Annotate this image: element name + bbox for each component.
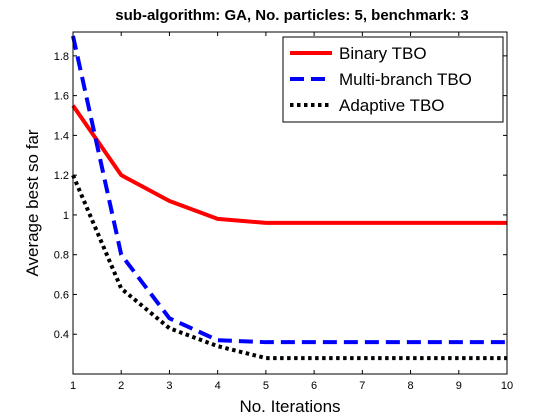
- series-layer: [71, 35, 507, 361]
- chart-title: sub-algorithm: GA, No. particles: 5, ben…: [115, 7, 468, 24]
- x-tick-label: 2: [118, 380, 124, 392]
- legend-label-multi-branch-tbo: Multi-branch TBO: [339, 70, 472, 89]
- legend: Binary TBO Multi-branch TBO Adaptive TBO: [282, 36, 504, 123]
- y-tick-label: 0.4: [54, 329, 69, 341]
- series-line-binary-tbo: [71, 104, 507, 225]
- axes-box: [72, 31, 508, 375]
- legend-label-adaptive-tbo: Adaptive TBO: [339, 96, 445, 115]
- y-tick-label: 1.4: [54, 130, 69, 142]
- x-tick-label: 7: [359, 380, 365, 392]
- legend-label-binary-tbo: Binary TBO: [339, 44, 427, 63]
- x-tick-label: 4: [215, 380, 221, 392]
- x-tick-label: 3: [166, 380, 172, 392]
- ticks-layer: 1 2 3 4 5 6 7 8 9 10 0.4 0.6 0.8 1 1.2 1.4 1.6 1.8: [54, 32, 513, 392]
- y-tick-label: 0.8: [54, 250, 69, 262]
- x-tick-label: 9: [456, 380, 462, 392]
- y-tick-label: 1.6: [54, 91, 69, 103]
- series-line-adaptive-tbo: [71, 174, 507, 361]
- x-tick-label: 6: [311, 380, 317, 392]
- x-tick-label: 10: [501, 380, 513, 392]
- x-axis-label: No. Iterations: [239, 397, 340, 416]
- y-tick-label: 1.8: [54, 51, 69, 63]
- x-tick-label: 8: [407, 380, 413, 392]
- y-tick-label: 1: [63, 210, 69, 222]
- y-axis-label: Average best so far: [23, 129, 42, 276]
- x-tick-label: 5: [263, 380, 269, 392]
- series-line-multi-branch-tbo: [71, 35, 507, 345]
- y-tick-label: 1.2: [54, 170, 69, 182]
- x-tick-label: 1: [70, 380, 76, 392]
- y-tick-label: 0.6: [54, 289, 69, 301]
